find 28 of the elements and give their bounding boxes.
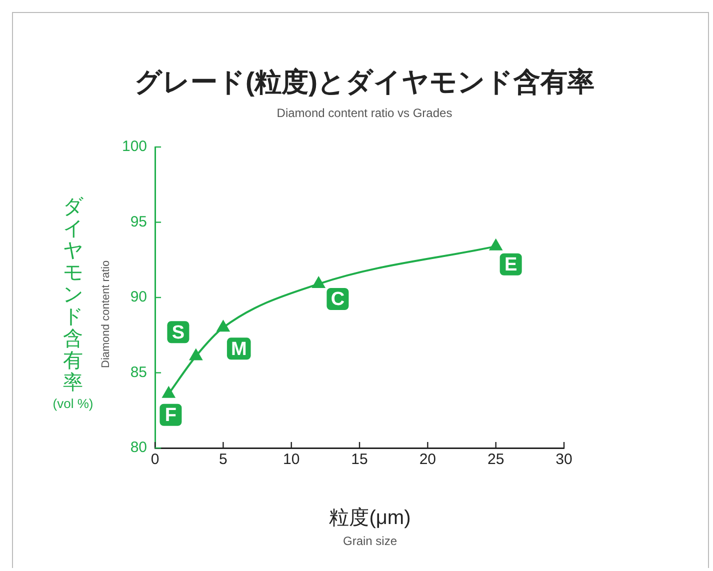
- annotation: E: [504, 254, 518, 276]
- x-tick-label: 30: [556, 451, 572, 468]
- point: [490, 239, 502, 250]
- point: [190, 349, 202, 360]
- point: [312, 276, 325, 288]
- text: Diamond content ratio: [100, 259, 112, 368]
- x-tick-label: 20: [419, 451, 436, 468]
- y-tick-label: 95: [130, 213, 148, 230]
- point: [162, 386, 175, 398]
- y-tick-label: 100: [122, 138, 148, 156]
- annotation: M: [230, 338, 247, 360]
- chart-subtitle: Diamond content ratio vs Grades: [276, 106, 454, 120]
- chart-title: グレード(粒度)とダイヤモンド含有率: [134, 66, 596, 99]
- text: Grain size: [342, 534, 398, 548]
- point: [216, 320, 230, 332]
- y-tick-label: 80: [130, 439, 148, 456]
- y-tick-label: 85: [130, 364, 148, 381]
- x-tick-label: 25: [487, 451, 504, 468]
- x-tick-label: 0: [150, 451, 160, 468]
- annotation: F: [164, 405, 177, 426]
- x-axis-title: 粒度(μm): [328, 506, 412, 531]
- x-tick-label: 10: [283, 451, 300, 468]
- x-tick-label: 15: [351, 451, 368, 468]
- text: ダイヤモンド含有率(vol %): [52, 196, 94, 411]
- y-tick-label: 90: [130, 288, 148, 306]
- annotation: C: [330, 289, 345, 310]
- annotation: S: [172, 322, 185, 344]
- x-tick-label: 5: [219, 451, 228, 468]
